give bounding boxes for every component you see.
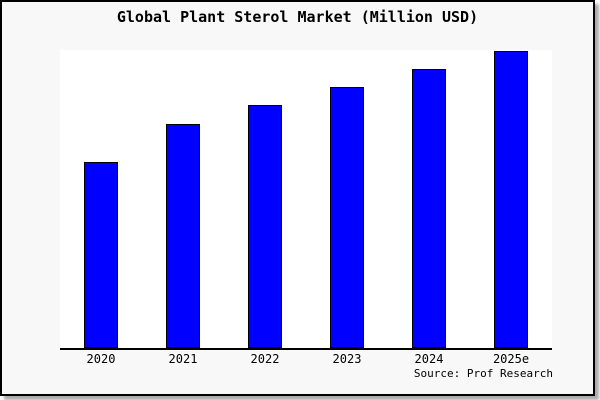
bar-2020: [84, 161, 118, 348]
x-tick-label-2020: 2020: [86, 352, 116, 366]
x-tick-label-2023: 2023: [332, 352, 362, 366]
x-tick-label-2021: 2021: [168, 352, 198, 366]
bar-2025e: [494, 50, 528, 348]
x-tick-label-2024: 2024: [414, 352, 444, 366]
chart-title: Global Plant Sterol Market (Million USD): [116, 8, 479, 26]
x-tick-label-2025e: 2025e: [492, 352, 530, 366]
bar-2023: [330, 87, 364, 348]
bar-2024: [412, 69, 446, 348]
bar-2022: [248, 105, 282, 348]
source-caption: Source: Prof Research: [413, 367, 553, 380]
x-tick-label-2022: 2022: [250, 352, 280, 366]
plot-area: [60, 50, 552, 350]
bar-2021: [166, 124, 200, 348]
